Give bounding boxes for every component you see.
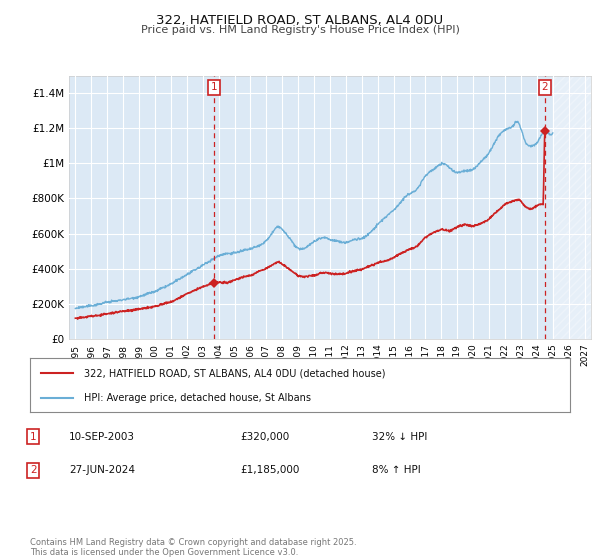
Text: 322, HATFIELD ROAD, ST ALBANS, AL4 0DU: 322, HATFIELD ROAD, ST ALBANS, AL4 0DU (157, 14, 443, 27)
Text: 2: 2 (541, 82, 548, 92)
Text: HPI: Average price, detached house, St Albans: HPI: Average price, detached house, St A… (84, 393, 311, 403)
Text: 1: 1 (211, 82, 217, 92)
Text: 10-SEP-2003: 10-SEP-2003 (69, 432, 135, 442)
Text: 322, HATFIELD ROAD, ST ALBANS, AL4 0DU (detached house): 322, HATFIELD ROAD, ST ALBANS, AL4 0DU (… (84, 368, 386, 379)
Text: 8% ↑ HPI: 8% ↑ HPI (372, 465, 421, 475)
Text: 32% ↓ HPI: 32% ↓ HPI (372, 432, 427, 442)
Text: £1,185,000: £1,185,000 (240, 465, 299, 475)
Text: 2: 2 (30, 465, 37, 475)
Text: Contains HM Land Registry data © Crown copyright and database right 2025.
This d: Contains HM Land Registry data © Crown c… (30, 538, 356, 557)
Text: Price paid vs. HM Land Registry's House Price Index (HPI): Price paid vs. HM Land Registry's House … (140, 25, 460, 35)
Text: £320,000: £320,000 (240, 432, 289, 442)
Bar (553, 76, 591, 339)
Text: 1: 1 (30, 432, 37, 442)
Text: 27-JUN-2024: 27-JUN-2024 (69, 465, 135, 475)
